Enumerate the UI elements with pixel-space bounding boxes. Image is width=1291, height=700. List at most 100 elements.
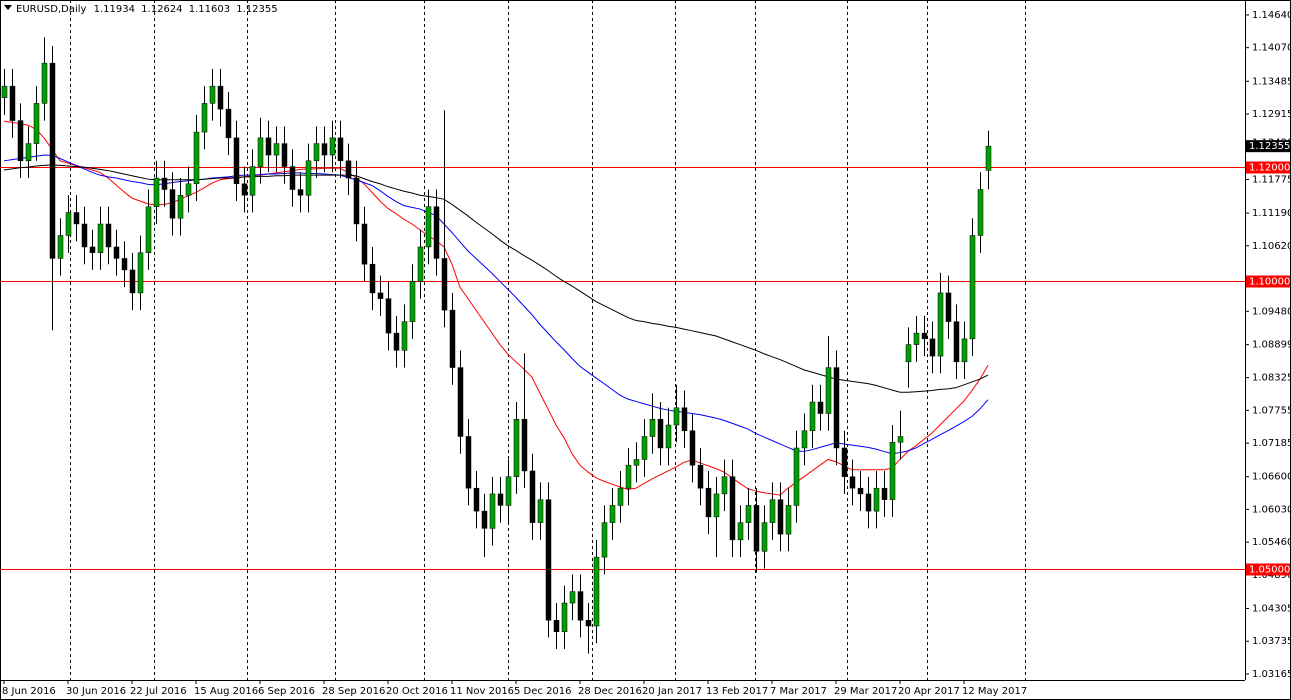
candle-body	[793, 447, 800, 506]
candle-body	[961, 338, 968, 363]
candle-body	[897, 436, 904, 443]
candle-body	[257, 137, 264, 167]
level-label-box	[1246, 161, 1290, 174]
y-tick-label: 1.12915	[1252, 109, 1291, 120]
candle-body	[425, 206, 432, 248]
y-tick-label: 1.03735	[1252, 636, 1291, 647]
y-tick-label: 1.06030	[1252, 504, 1291, 515]
candle-body	[25, 143, 32, 162]
candle-body	[985, 145, 992, 171]
candle-body	[97, 223, 104, 253]
x-tick-label: 22 Jul 2016	[130, 686, 187, 697]
candle-body	[457, 367, 464, 437]
candle-body	[801, 430, 808, 449]
x-tick-label: 5 Dec 2016	[514, 686, 572, 697]
candle-body	[409, 281, 416, 322]
candle-body	[241, 183, 248, 196]
candle-body	[681, 407, 688, 431]
last-high: 1.12624	[141, 4, 182, 15]
candle-body	[9, 85, 16, 121]
x-tick-label: 7 Mar 2017	[770, 686, 827, 697]
x-tick-label: 20 Jan 2017	[642, 686, 702, 697]
candle-body	[385, 298, 392, 334]
candle-body	[33, 103, 40, 144]
last-low: 1.11603	[189, 4, 230, 15]
candle-body	[777, 499, 784, 535]
y-tick-label: 1.07755	[1252, 405, 1291, 416]
moving-average	[3, 164, 989, 393]
candle-body	[441, 258, 448, 311]
y-tick-label: 1.08325	[1252, 373, 1291, 384]
level-label: 1.05000	[1249, 565, 1290, 576]
candle-body	[313, 143, 320, 162]
candle-body	[129, 269, 136, 294]
moving-average	[3, 154, 989, 455]
candle-body	[697, 464, 704, 489]
candle-body	[361, 223, 368, 265]
candle-body	[809, 401, 816, 431]
candle-body	[481, 510, 488, 529]
candle-body	[753, 505, 760, 552]
candle-body	[185, 183, 192, 196]
candle-body	[281, 143, 288, 167]
moving-average	[3, 120, 989, 496]
candle-body	[641, 436, 648, 460]
candle-body	[577, 591, 584, 621]
candle-body	[345, 160, 352, 179]
last-open: 1.11934	[94, 4, 135, 15]
x-tick-label: 8 Jun 2016	[2, 686, 56, 697]
y-tick-label: 1.04305	[1252, 603, 1291, 614]
candle-body	[473, 487, 480, 512]
candle-body	[841, 447, 848, 477]
candle-body	[593, 556, 600, 627]
candle-body	[849, 476, 856, 489]
candle-body	[889, 441, 896, 500]
candle-body	[337, 137, 344, 162]
candle-body	[857, 487, 864, 495]
candle-body	[65, 212, 72, 236]
candle-body	[353, 177, 360, 225]
candle-body	[377, 292, 384, 299]
y-tick-label: 1.08899	[1252, 340, 1291, 351]
symbol: EURUSD,Daily	[16, 4, 87, 15]
candle-body	[321, 143, 328, 156]
candle-body	[513, 419, 520, 477]
level-label: 1.10000	[1249, 277, 1290, 288]
candle-body	[489, 493, 496, 529]
candle-body	[73, 212, 80, 225]
candle-body	[865, 493, 872, 512]
candle-body	[1, 85, 8, 98]
candle-body	[721, 476, 728, 495]
x-tick-label: 6 Sep 2016	[258, 686, 315, 697]
y-tick-label: 1.10620	[1252, 241, 1291, 252]
candle-body	[225, 108, 232, 139]
candle-body	[433, 206, 440, 259]
candle-body	[921, 332, 928, 340]
candle-body	[369, 263, 376, 294]
current-price-label: 1.12355	[1249, 141, 1290, 152]
candle-body	[57, 235, 64, 259]
period-separators	[70, 0, 1026, 680]
candle-body	[969, 235, 976, 340]
candle-body	[49, 62, 56, 259]
candle-body	[649, 419, 656, 437]
candle-body	[521, 419, 528, 472]
candle-body	[817, 401, 824, 414]
candle-body	[785, 505, 792, 535]
candle-body	[913, 332, 920, 345]
current-price-box	[1246, 140, 1290, 153]
candle-body	[193, 131, 200, 185]
candle-body	[689, 430, 696, 466]
y-tick-label: 1.07185	[1252, 438, 1291, 449]
y-tick-label: 1.09480	[1252, 306, 1291, 317]
candle-body	[905, 344, 912, 363]
candle-body	[145, 206, 152, 253]
x-tick-label: 20 Oct 2016	[386, 686, 448, 697]
candle-body	[729, 476, 736, 541]
y-tick-label: 1.11775	[1252, 174, 1291, 185]
candle-body	[601, 522, 608, 558]
candle-body	[273, 143, 280, 156]
y-tick-label: 1.11190	[1252, 208, 1291, 219]
